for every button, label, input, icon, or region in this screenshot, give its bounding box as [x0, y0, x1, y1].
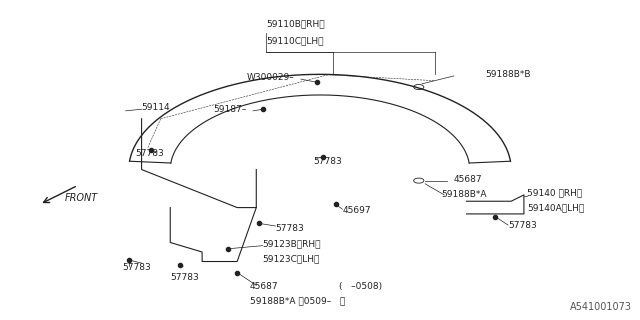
Text: 57783: 57783	[122, 263, 151, 272]
Text: 45687: 45687	[454, 174, 483, 184]
Text: 59123C〈LH〉: 59123C〈LH〉	[262, 254, 320, 263]
Text: (   –0508): ( –0508)	[339, 282, 382, 292]
Text: A541001073: A541001073	[570, 302, 632, 312]
Text: 59188B*A 〉0509–   〉: 59188B*A 〉0509– 〉	[250, 297, 345, 306]
Text: 57783: 57783	[135, 149, 164, 158]
Text: W300029–: W300029–	[247, 73, 294, 82]
Text: 57783: 57783	[275, 224, 304, 233]
Text: 59123B〈RH〉: 59123B〈RH〉	[262, 240, 321, 249]
Text: 45687: 45687	[250, 282, 278, 292]
Text: 59140 〈RH〉: 59140 〈RH〉	[527, 189, 582, 198]
Text: 59140A〈LH〉: 59140A〈LH〉	[527, 203, 584, 212]
Text: 45697: 45697	[342, 206, 371, 215]
Text: 57783: 57783	[170, 273, 199, 282]
Text: 57783: 57783	[508, 220, 537, 229]
Text: 59188B*A: 59188B*A	[441, 190, 486, 199]
Text: 59114: 59114	[141, 103, 170, 112]
Text: 59188B*B: 59188B*B	[486, 70, 531, 79]
Text: 59110B〈RH〉: 59110B〈RH〉	[266, 19, 324, 28]
Text: 59110C〈LH〉: 59110C〈LH〉	[266, 36, 323, 45]
Text: 57783: 57783	[314, 157, 342, 166]
Text: 59187–: 59187–	[214, 105, 246, 114]
Text: FRONT: FRONT	[65, 193, 99, 203]
